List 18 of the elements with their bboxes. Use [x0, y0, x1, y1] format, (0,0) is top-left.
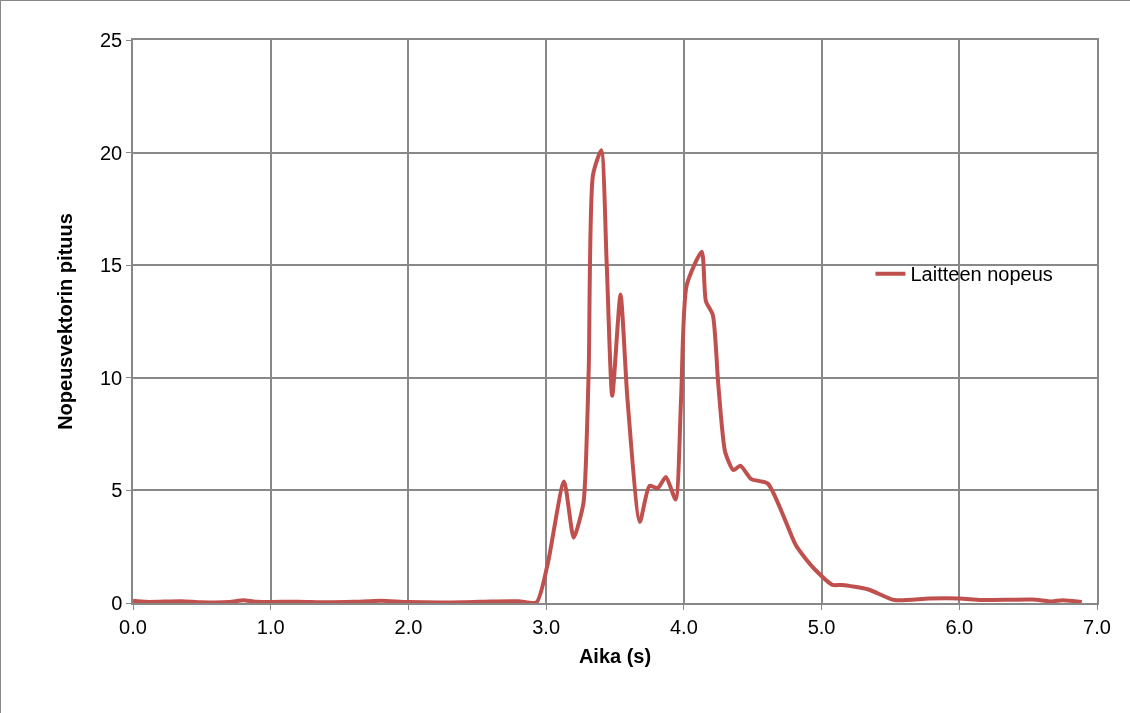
y-tick-label: 25 — [100, 29, 123, 51]
x-tick-label: 0.0 — [119, 615, 147, 638]
x-tick-label: 3.0 — [532, 615, 561, 638]
y-tick-label: 0 — [111, 592, 123, 614]
x-tick-label: 2.0 — [394, 615, 423, 638]
x-axis-title: Aika (s) — [578, 644, 652, 667]
x-tick-label: 4.0 — [669, 615, 698, 638]
y-tick-label: 5 — [111, 479, 123, 502]
x-tick-label: 1.0 — [256, 615, 285, 638]
x-tick-label: 5.0 — [807, 615, 836, 638]
y-axis-title: Nopeusvektorin pituus — [54, 213, 76, 430]
x-tick-label: 7.0 — [1083, 615, 1111, 638]
line-series — [133, 148, 1084, 603]
legend-label: Laitteen nopeus — [910, 263, 1053, 286]
x-tick-label: 6.0 — [945, 615, 974, 638]
y-tick-label: 20 — [100, 141, 123, 164]
y-tick-label: 10 — [100, 366, 123, 389]
y-tick-label: 15 — [100, 254, 123, 277]
